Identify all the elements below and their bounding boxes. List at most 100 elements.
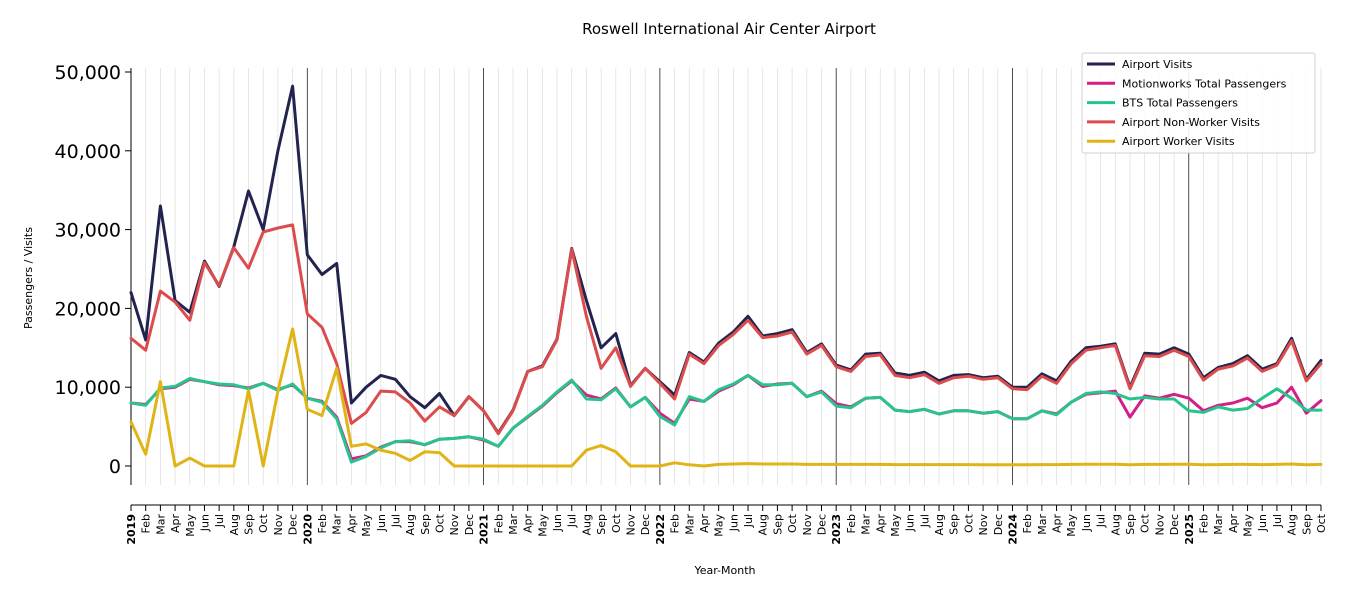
x-tick-label: Jul <box>1271 514 1284 528</box>
x-tick-label: Apr <box>522 514 535 534</box>
x-tick-label: Sep <box>243 514 256 535</box>
x-tick-label: Jun <box>375 514 388 532</box>
x-tick-label: Nov <box>801 514 814 536</box>
x-tick-label: Jun <box>727 514 740 532</box>
x-tick-label-year: 2022 <box>654 514 667 545</box>
x-axis: 2019 Feb Mar Apr May Jun Jul Aug Sep Oct Nov Dec 202… <box>125 504 1328 545</box>
x-tick-label: Nov <box>272 514 285 536</box>
x-tick-label: Aug <box>1109 514 1122 535</box>
x-tick-label: Jul <box>1095 514 1108 528</box>
x-tick-label: Oct <box>962 513 975 533</box>
y-tick-label: 30,000 <box>55 220 121 242</box>
x-tick-label: Oct <box>786 513 799 533</box>
y-tick-label: 0 <box>109 456 121 478</box>
legend-box <box>1081 52 1316 154</box>
series-lines <box>129 84 1323 468</box>
y-tick-label: 20,000 <box>55 298 121 320</box>
x-tick-label-year: 2024 <box>1006 514 1019 545</box>
series-line <box>129 373 1323 464</box>
x-tick-label: Aug <box>404 514 417 535</box>
x-axis-label: Year-Month <box>693 564 755 577</box>
x-tick-label: Feb <box>492 514 505 533</box>
x-tick-label: Nov <box>625 514 638 536</box>
x-tick-label: Jul <box>213 514 226 528</box>
x-tick-label: Mar <box>331 514 344 535</box>
x-tick-label: Aug <box>1286 514 1299 535</box>
x-tick-label: Mar <box>1036 514 1049 535</box>
x-tick-label: Aug <box>228 514 241 535</box>
x-tick-label: Jul <box>566 514 579 528</box>
x-tick-label: Apr <box>1227 514 1240 534</box>
y-axis: 0 10,000 20,000 30,000 40,000 50,000 <box>55 62 132 485</box>
x-tick-label: May <box>184 514 197 537</box>
x-tick-label: Jul <box>918 514 931 528</box>
x-tick-label: Oct <box>610 513 623 533</box>
x-tick-label: Sep <box>419 514 432 535</box>
x-tick-label: Feb <box>316 514 329 533</box>
x-tick-label: May <box>360 514 373 537</box>
x-tick-label: Feb <box>669 514 682 533</box>
x-tick-label: Mar <box>860 514 873 535</box>
x-tick-label: Apr <box>1051 514 1064 534</box>
x-tick-label: Sep <box>1300 514 1313 535</box>
x-tick-label: Jun <box>198 514 211 532</box>
x-tick-label: May <box>889 514 902 537</box>
x-tick-label: Mar <box>154 514 167 535</box>
x-tick-label: Apr <box>169 514 182 534</box>
x-tick-label: Mar <box>1212 514 1225 535</box>
legend-label: Airport Worker Visits <box>1122 135 1235 148</box>
x-tick-label-year: 2023 <box>830 514 843 545</box>
x-tick-label: May <box>1065 514 1078 537</box>
x-tick-label: Apr <box>874 514 887 534</box>
chart-title: Roswell International Air Center Airport <box>582 20 876 38</box>
x-tick-label: Aug <box>757 514 770 535</box>
x-tick-label: Jun <box>904 514 917 532</box>
x-tick-label: Apr <box>698 514 711 534</box>
x-tick-label-year: 2021 <box>478 514 491 545</box>
y-axis-label: Passengers / Visits <box>22 227 35 329</box>
legend-label: Airport Visits <box>1122 58 1193 71</box>
x-tick-label: Jun <box>1256 514 1269 532</box>
x-tick-label: Aug <box>933 514 946 535</box>
x-tick-label: Jul <box>389 514 402 528</box>
x-tick-label: May <box>536 514 549 537</box>
x-tick-label: May <box>713 514 726 537</box>
x-tick-label-year: 2020 <box>301 514 314 545</box>
x-tick-label: May <box>1242 514 1255 537</box>
x-tick-label: Sep <box>595 514 608 535</box>
x-tick-label: Dec <box>1168 514 1181 535</box>
x-tick-label: Jul <box>742 514 755 528</box>
x-tick-label: Feb <box>1021 514 1034 533</box>
y-tick-label: 50,000 <box>55 62 121 84</box>
x-tick-label-year: 2025 <box>1183 514 1196 545</box>
x-tick-label: Sep <box>948 514 961 535</box>
legend-label: BTS Total Passengers <box>1122 97 1238 110</box>
x-tick-label: Sep <box>1124 514 1137 535</box>
x-tick-label: Oct <box>434 513 447 533</box>
x-tick-label-year: 2019 <box>125 514 138 545</box>
x-tick-label: Oct <box>257 513 270 533</box>
x-tick-label: Feb <box>845 514 858 533</box>
x-tick-label: Dec <box>287 514 300 535</box>
series-line <box>129 327 1323 468</box>
y-tick-label: 40,000 <box>55 141 121 163</box>
x-tick-label: Oct <box>1315 513 1328 533</box>
x-tick-label: Nov <box>1153 514 1166 536</box>
x-tick-label: Jun <box>1080 514 1093 532</box>
legend-label: Airport Non-Worker Visits <box>1122 116 1260 129</box>
x-tick-label: Dec <box>815 514 828 535</box>
series-line <box>129 223 1323 436</box>
x-tick-label: Aug <box>580 514 593 535</box>
x-tick-label: Mar <box>507 514 520 535</box>
x-tick-label: Nov <box>977 514 990 536</box>
y-tick-label: 10,000 <box>55 377 121 399</box>
x-tick-label: Mar <box>683 514 696 535</box>
x-tick-label: Oct <box>1139 513 1152 533</box>
legend: Airport Visits Motionworks Total Passenge… <box>1081 52 1316 154</box>
x-tick-label: Apr <box>345 514 358 534</box>
x-tick-label: Feb <box>1197 514 1210 533</box>
x-tick-label: Dec <box>992 514 1005 535</box>
legend-label: Motionworks Total Passengers <box>1122 77 1287 90</box>
x-tick-label: Jun <box>551 514 564 532</box>
